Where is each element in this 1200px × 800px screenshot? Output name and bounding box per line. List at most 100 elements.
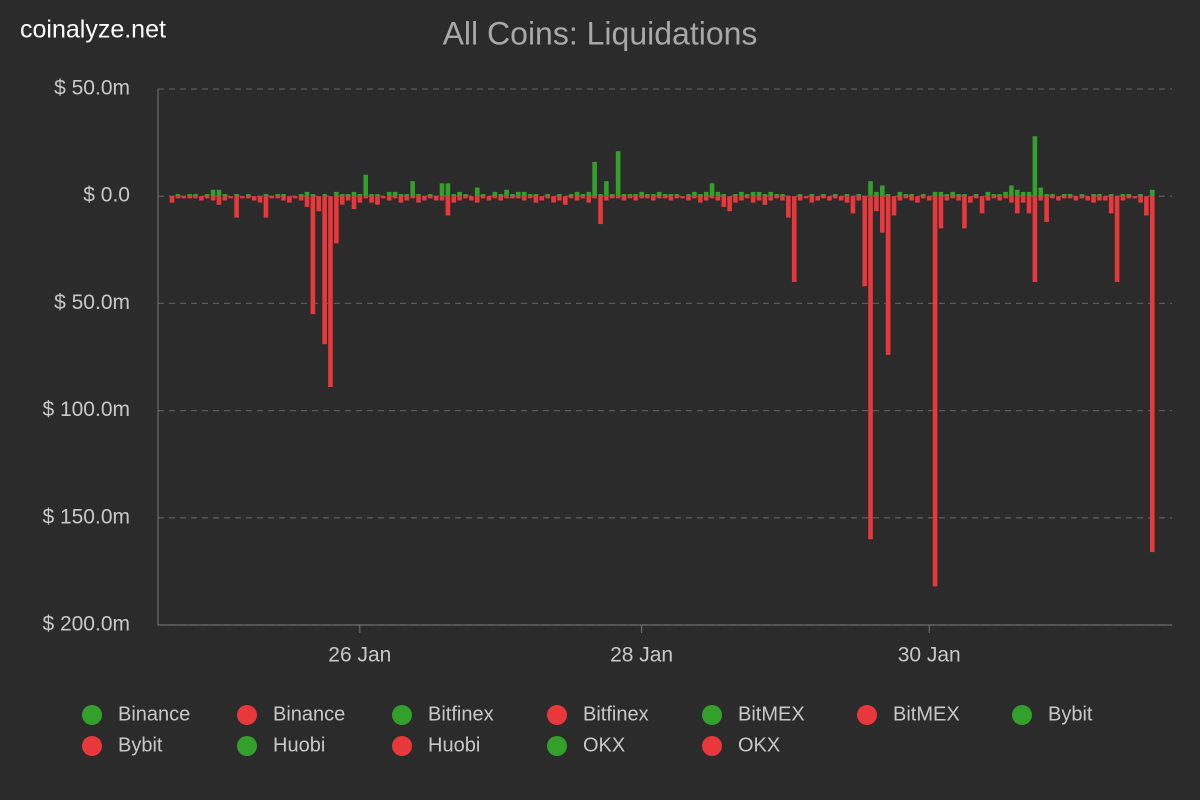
bar <box>1097 194 1102 197</box>
bar <box>944 196 950 201</box>
bar <box>973 194 979 197</box>
bar <box>768 191 774 197</box>
bar <box>281 194 286 197</box>
bar <box>322 196 327 345</box>
bar <box>944 194 950 197</box>
bar <box>480 194 486 197</box>
legend-marker <box>237 705 257 725</box>
bar <box>240 196 245 199</box>
bar <box>874 191 879 197</box>
bar <box>416 196 421 203</box>
bar <box>298 196 304 201</box>
bar <box>973 196 979 199</box>
bar <box>780 194 785 197</box>
bar <box>533 194 539 197</box>
bar <box>474 196 480 203</box>
bar <box>645 194 650 197</box>
bar <box>228 196 233 199</box>
bar <box>921 194 926 197</box>
legend-marker <box>392 705 412 725</box>
bar <box>169 196 175 203</box>
bar <box>492 191 498 197</box>
bar <box>903 196 909 199</box>
bar <box>1097 196 1102 201</box>
bar <box>416 194 421 197</box>
bar <box>574 191 580 197</box>
bar <box>1044 194 1049 197</box>
bar <box>709 183 715 197</box>
bar <box>703 196 709 201</box>
bar <box>1138 196 1143 203</box>
bar <box>1108 196 1114 214</box>
bar <box>592 161 597 197</box>
bar <box>175 196 181 199</box>
bar <box>275 196 280 199</box>
bar <box>1044 196 1049 222</box>
bar <box>516 196 521 199</box>
bar <box>604 181 609 197</box>
bar <box>774 194 779 197</box>
bar <box>1061 194 1067 197</box>
bar <box>615 196 621 199</box>
bar <box>680 196 685 199</box>
bar <box>833 194 838 197</box>
bar <box>762 196 768 205</box>
bar <box>439 183 445 197</box>
bar <box>651 194 656 197</box>
bar <box>369 196 374 203</box>
bar <box>809 194 815 197</box>
bar <box>1067 194 1073 197</box>
legend-marker <box>82 705 102 725</box>
bar <box>263 194 269 197</box>
legend-marker <box>392 736 412 756</box>
bar <box>392 191 398 197</box>
bar <box>1038 187 1044 197</box>
legend-label: OKX <box>583 734 625 756</box>
bar <box>891 196 897 216</box>
bar <box>193 194 198 197</box>
bar <box>633 194 639 197</box>
bar <box>404 194 410 197</box>
bar <box>656 196 662 199</box>
bar <box>768 196 774 201</box>
bar <box>504 196 509 199</box>
bar <box>1073 196 1079 201</box>
bar <box>985 196 991 201</box>
bar <box>950 191 956 197</box>
bar <box>856 194 862 197</box>
bar <box>386 191 392 197</box>
legend-label: Huobi <box>273 734 325 756</box>
bar <box>1014 189 1020 197</box>
bar <box>674 196 680 199</box>
bar <box>868 196 873 540</box>
bar <box>369 194 374 197</box>
bar <box>480 196 486 199</box>
bar <box>1038 196 1044 201</box>
x-tick-label: 28 Jan <box>610 644 673 667</box>
bar <box>979 196 985 214</box>
bar <box>1067 196 1073 199</box>
bar <box>821 194 826 197</box>
bar <box>733 196 738 203</box>
bar <box>375 196 380 205</box>
bar <box>445 196 451 216</box>
bar <box>193 196 198 199</box>
site-logo: coinalyze.net <box>20 16 166 44</box>
bar <box>251 196 257 201</box>
bar <box>797 196 803 201</box>
bar <box>962 194 967 197</box>
bar <box>1009 196 1014 203</box>
bar <box>386 196 392 201</box>
bar <box>668 194 674 197</box>
bar <box>856 196 862 201</box>
bar <box>181 196 187 199</box>
bar <box>885 196 891 355</box>
y-tick-label: $ 50.0m <box>54 77 130 100</box>
bar <box>345 194 351 197</box>
bar <box>469 196 474 201</box>
bar <box>756 191 762 197</box>
bar <box>410 181 415 197</box>
bar <box>791 196 797 282</box>
bar <box>586 196 592 203</box>
